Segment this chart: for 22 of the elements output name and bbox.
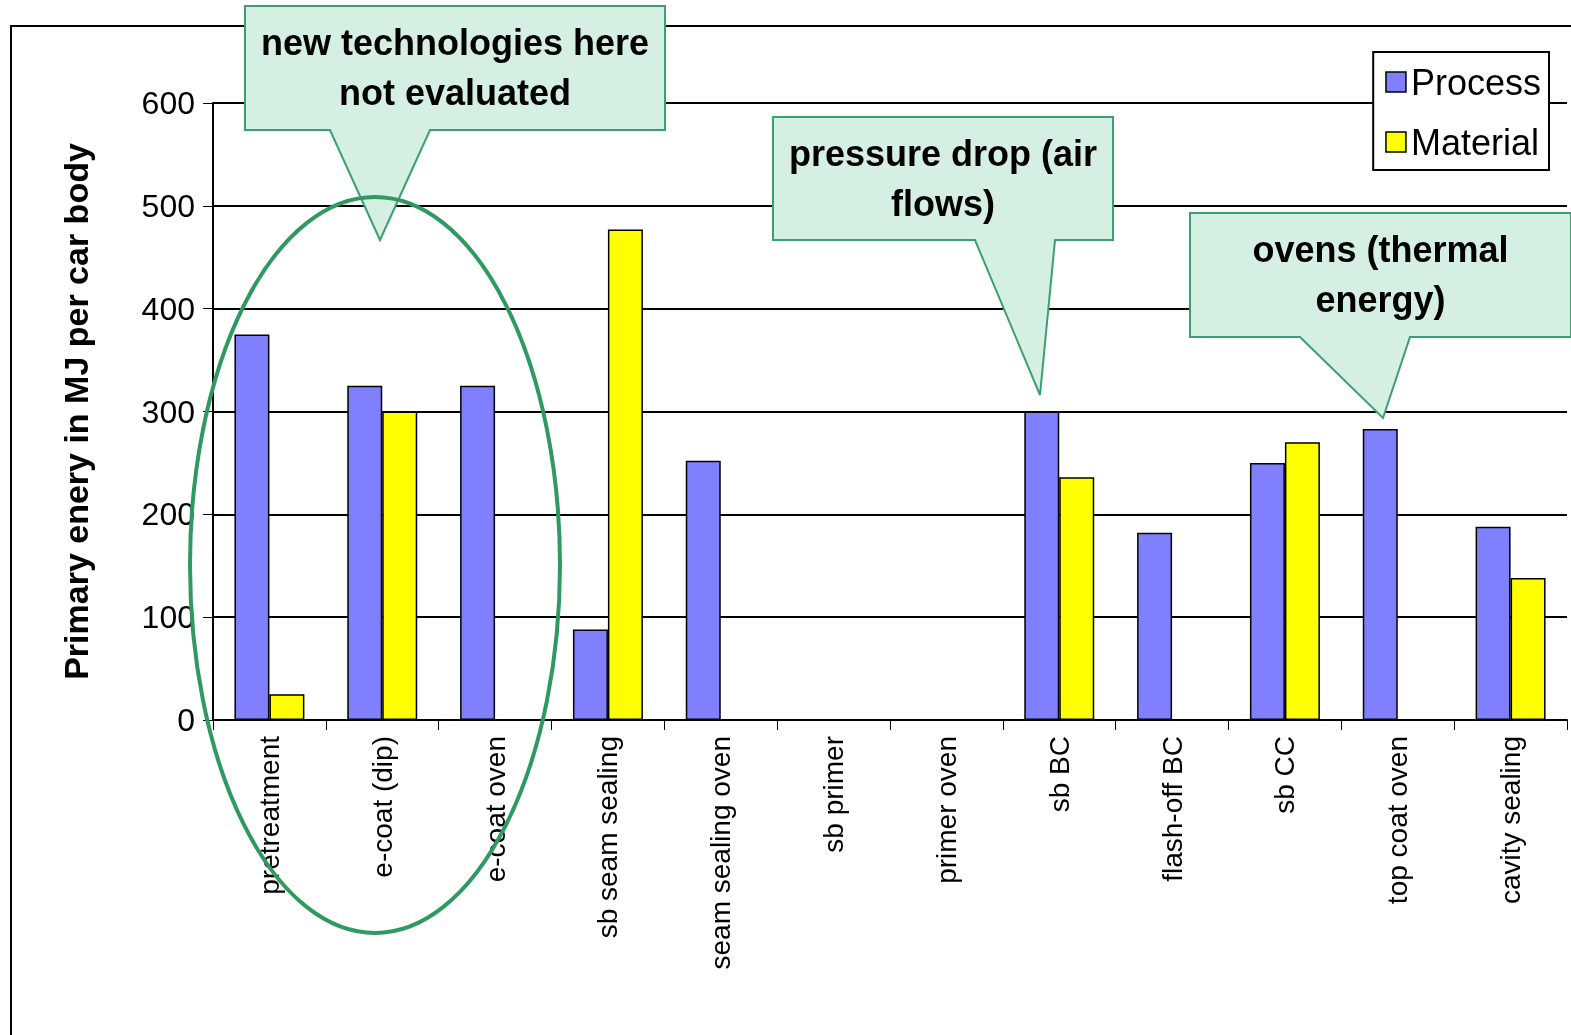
y-tick-label: 300	[141, 393, 195, 430]
x-tick-label: sb seam sealing	[592, 736, 624, 939]
x-tick-label: sb CC	[1269, 736, 1301, 814]
annotation: ovens (thermal energy)	[1251, 228, 1510, 322]
x-tick-label: flash-off BC	[1156, 736, 1188, 882]
y-axis-title: Primary enery in MJ per car body	[57, 143, 95, 680]
annotation: new technologies here not evaluated	[259, 21, 651, 115]
x-tick-label: sb primer	[818, 736, 850, 853]
x-tick-label: seam sealing oven	[705, 736, 737, 970]
annotation: pressure drop (air flows)	[787, 131, 1099, 226]
y-tick-label: 600	[141, 85, 195, 121]
y-tick-label: 0	[177, 702, 195, 738]
legend-label: Process	[1410, 61, 1541, 103]
x-tick-label: top coat oven	[1382, 736, 1414, 905]
legend-label: Material	[1410, 121, 1539, 163]
x-tick-label: sb BC	[1043, 736, 1075, 813]
x-tick-label: cavity sealing	[1495, 736, 1527, 905]
x-tick-label: primer oven	[930, 736, 962, 884]
y-tick-label: 500	[141, 187, 195, 224]
x-tick-label: e-coat (dip)	[366, 736, 398, 878]
x-tick-label: pretreatment	[253, 735, 285, 895]
y-tick-label: 400	[141, 290, 195, 327]
